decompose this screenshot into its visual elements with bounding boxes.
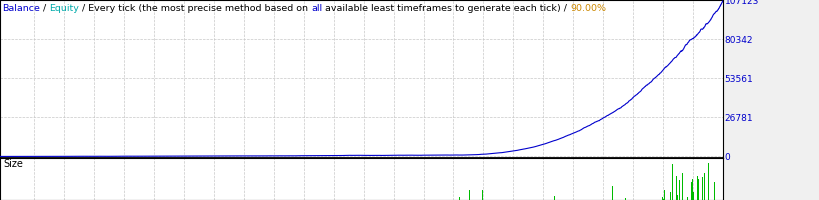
Text: /: /	[40, 4, 49, 13]
Text: ) /: ) /	[556, 4, 569, 13]
Text: Equity: Equity	[49, 4, 79, 13]
Text: all: all	[310, 4, 322, 13]
Text: available least timeframes to generate each tick: available least timeframes to generate e…	[322, 4, 556, 13]
Text: 90.00%: 90.00%	[569, 4, 605, 13]
Text: Balance: Balance	[2, 4, 40, 13]
Text: / Every tick (the most precise method based on: / Every tick (the most precise method ba…	[79, 4, 310, 13]
Text: Size: Size	[3, 159, 24, 169]
